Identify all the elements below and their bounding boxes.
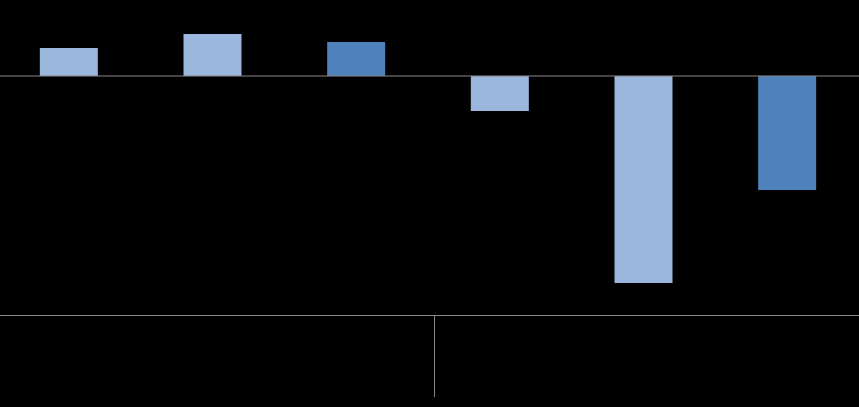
bar (39, 48, 98, 76)
bar (614, 76, 673, 283)
bar (758, 76, 817, 190)
bar (183, 34, 242, 76)
bar (327, 42, 386, 76)
bar (470, 76, 529, 111)
